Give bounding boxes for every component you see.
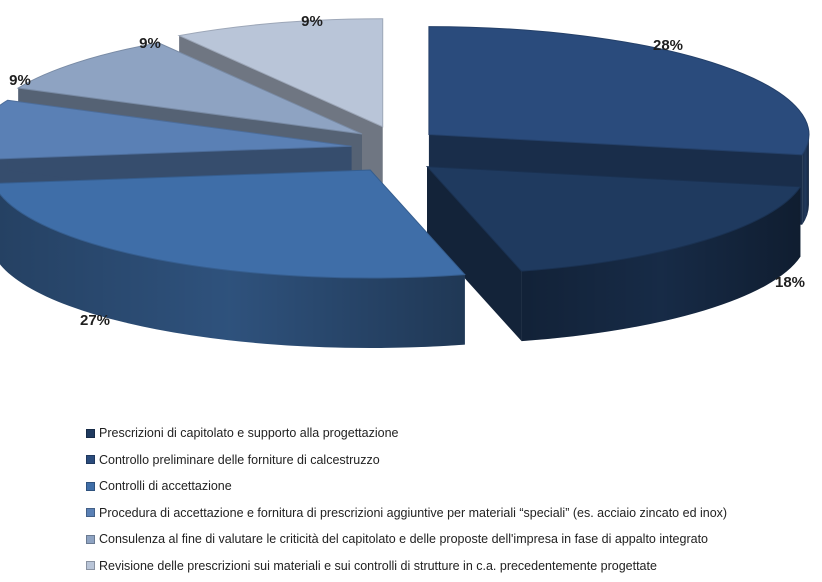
pie-chart: 9% 9% 28% 9% 18% 27% [0,13,810,349]
legend-label-4: Consulenza al fine di valutare le critic… [99,532,708,547]
pie-slice-5-top [177,18,384,128]
pie-slice-2 [0,169,466,349]
legend-swatch-4 [86,534,95,544]
data-label-5: 9% [301,13,323,30]
pie-slice-0-side-shade [521,186,801,342]
legend-item-4: Consulenza al fine di valutare le critic… [86,526,806,553]
legend-swatch-0 [86,428,95,438]
legend-item-3: Procedura di accettazione e fornitura di… [86,500,806,527]
legend-item-2: Controlli di accettazione [86,473,806,500]
pie-slice-2-top [0,169,466,279]
legend-label-0: Prescrizioni di capitolato e supporto al… [99,426,399,441]
legend-label-1: Controllo preliminare delle forniture di… [99,452,380,467]
legend: Prescrizioni di capitolato e supporto al… [86,420,806,579]
data-label-4: 9% [139,35,161,52]
pie-slice-0-wall-1 [427,166,522,342]
legend-swatch-5 [86,561,95,571]
pie-slice-0 [425,166,802,342]
legend-swatch-3 [86,508,95,518]
legend-label-5: Revisione delle prescrizioni sui materia… [99,558,657,573]
legend-item-1: Controllo preliminare delle forniture di… [86,447,806,474]
data-label-1: 28% [653,37,683,54]
pie-slice-1-side-shade [802,134,809,225]
legend-label-2: Controlli di accettazione [99,479,232,494]
pie-slice-3-top [0,99,352,160]
data-label-0: 18% [775,274,805,291]
pie-slice-4-top [16,42,363,135]
legend-item-0: Prescrizioni di capitolato e supporto al… [86,420,806,447]
data-label-2: 27% [80,312,110,329]
legend-item-5: Revisione delle prescrizioni sui materia… [86,553,806,580]
legend-swatch-1 [86,455,95,465]
data-label-3: 9% [9,72,31,89]
legend-swatch-2 [86,481,95,491]
pie-slice-0-top [425,166,802,272]
pie-slice-1-top [428,26,810,156]
legend-label-3: Procedura di accettazione e fornitura di… [99,505,728,520]
